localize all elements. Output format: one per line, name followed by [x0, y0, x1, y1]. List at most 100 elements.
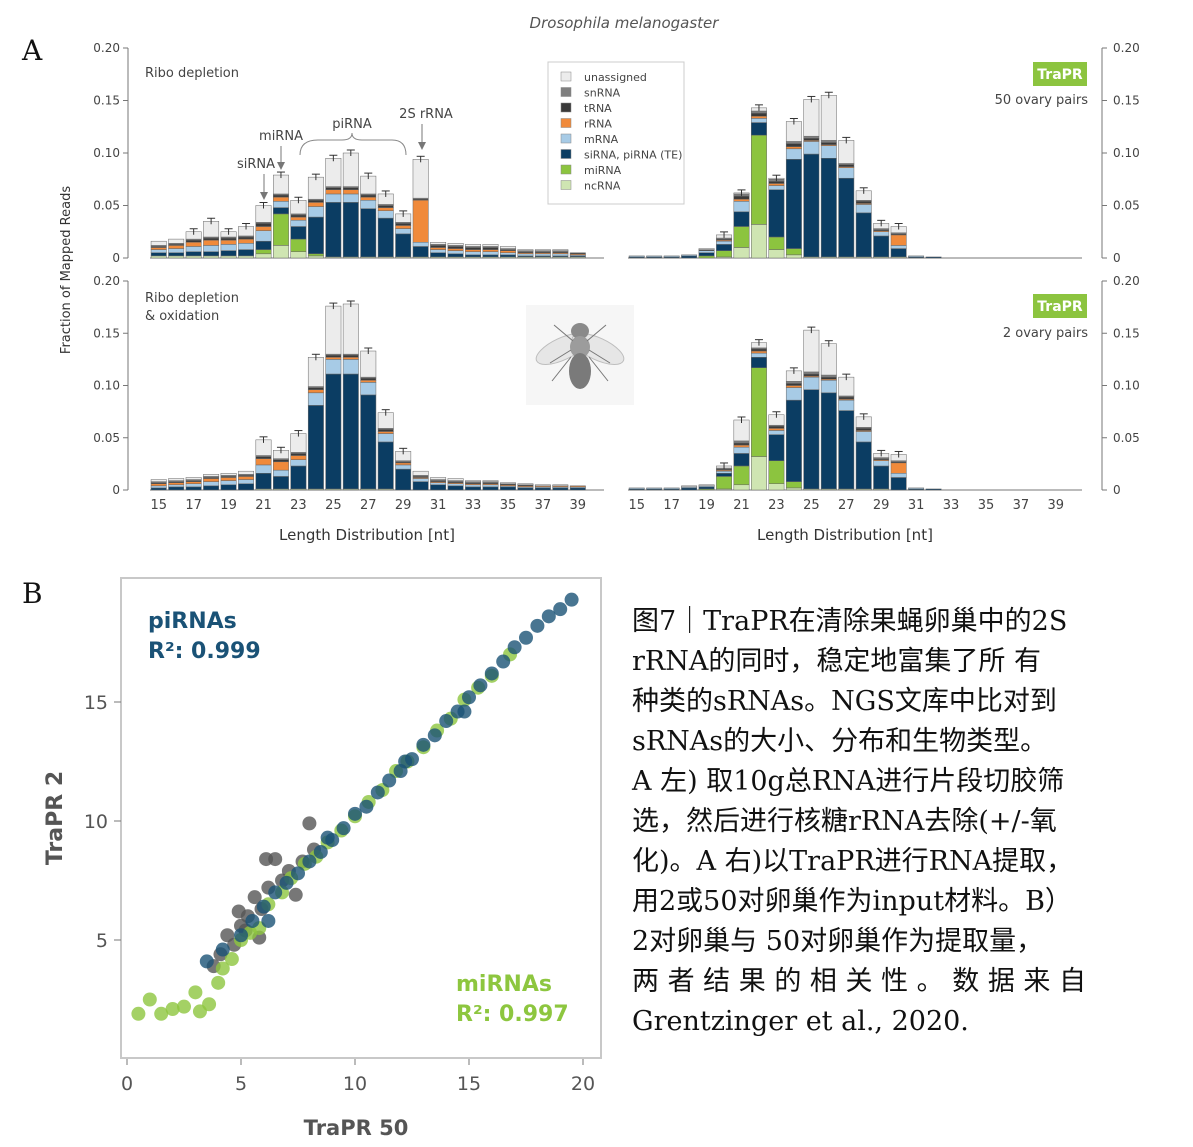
y-tick-label: 0 [112, 483, 120, 497]
panel-subtitle: 2 ovary pairs [1003, 326, 1088, 341]
bar-segment [273, 459, 289, 463]
bar-segment [855, 204, 872, 214]
scatter-plot: 0 5 10 15 20 5 10 15 TraPR 50 TraPR 2 piRNAs R²: 0.… [43, 577, 602, 1140]
bar-segment [220, 480, 237, 486]
trapr-badge-label: TraPR [1037, 67, 1083, 83]
bar-segment [185, 246, 202, 252]
bar-segment [430, 245, 447, 248]
bar-segment [716, 473, 732, 477]
bar-segment [203, 481, 220, 487]
bar-segment [733, 195, 750, 200]
scatter-point-other [247, 890, 262, 905]
x-tick-label: 10 [343, 1073, 367, 1095]
bar-segment [500, 486, 516, 491]
bar-segment [698, 248, 715, 250]
bar-segment [785, 381, 802, 384]
bar-segment [855, 431, 872, 443]
bar-segment [500, 482, 516, 484]
bar-segment [628, 487, 645, 490]
bar-segment [681, 485, 698, 488]
caption-line: 图7｜TraPR在清除果蝇卵巢中的2S [632, 606, 1068, 637]
bar-segment [290, 226, 307, 240]
bar-segment [342, 357, 359, 360]
bar-segment [342, 189, 359, 195]
y-tick-label: 0.20 [93, 41, 120, 55]
mirna-series-label: miRNAs [456, 972, 552, 997]
bar-segment [908, 487, 925, 490]
bar-segment [273, 196, 289, 202]
bar-segment [785, 487, 802, 491]
bar-segment [273, 245, 289, 259]
bar-segment [820, 343, 837, 376]
x-tick-label: 25 [803, 498, 820, 513]
bar-segment [465, 486, 481, 491]
fly-abdomen [569, 353, 591, 389]
bar-segment [785, 143, 802, 147]
bar-segment [820, 158, 837, 258]
panel-a-letter: A [22, 34, 43, 67]
y-tick-label: 0.15 [93, 326, 120, 340]
bar-segment [820, 145, 837, 159]
caption-line: rRNA的同时，稳定地富集了所 有 [632, 646, 1041, 677]
fly-leg [553, 324, 574, 342]
bar-segment [517, 483, 534, 486]
scatter-point-pirna [496, 654, 511, 669]
bar-segment [785, 254, 802, 259]
x-tick-label: 33 [465, 498, 482, 513]
bar-segment [890, 473, 907, 478]
bar-segment [733, 211, 750, 227]
bar-segment [430, 242, 447, 245]
bar-segment [325, 193, 342, 203]
bar-segment [482, 484, 499, 488]
y-tick-label: 0.15 [1113, 94, 1140, 108]
scatter-point-pirna [199, 954, 214, 969]
scatter-point-pirna [439, 714, 454, 729]
bar-segment [395, 468, 412, 491]
bar-segment [203, 251, 220, 257]
x-tick-label: 15 [628, 498, 645, 513]
bar-segment [716, 470, 732, 474]
x-tick-label: 21 [733, 498, 750, 513]
bar-segment [412, 478, 429, 482]
bar-segment [716, 240, 732, 245]
bar-segment [751, 110, 767, 114]
scatter-point-pirna [359, 799, 374, 814]
mirna-r2-label: R²: 0.997 [456, 1002, 569, 1027]
y-tick-label: 0.15 [1113, 326, 1140, 340]
bar-segment [203, 478, 220, 482]
scatter-point-other [288, 887, 303, 902]
bar-segment [768, 434, 785, 461]
y-tick-label: 0 [1113, 483, 1121, 497]
bar-segment [698, 250, 715, 253]
bar-segment [698, 486, 715, 490]
bar-segment [273, 461, 289, 471]
bar-segment [255, 458, 272, 466]
bar-segment [255, 456, 272, 459]
scatter-point-mirna [224, 952, 239, 967]
legend-swatch [560, 87, 572, 97]
bar-segment [908, 255, 925, 258]
bar-segment [255, 253, 272, 259]
bar-segment [838, 396, 855, 400]
scatter-point-pirna [473, 678, 488, 693]
y-tick-label: 0 [112, 251, 120, 265]
bar-segment [785, 148, 802, 160]
panel-title: Ribo depletion [145, 291, 239, 306]
bar-segment [325, 359, 342, 375]
bar-segment [785, 399, 802, 482]
bar-segment [238, 476, 254, 480]
x-tick-label: 17 [663, 498, 680, 513]
x-tick-label: 27 [360, 498, 377, 513]
fly-thorax [570, 336, 590, 358]
caption-line: sRNAs的大小、分布和生物类型。 [632, 726, 1048, 757]
scatter-point-pirna [427, 728, 442, 743]
bar-segment [646, 487, 663, 490]
bar-segment [255, 473, 272, 490]
bar-segment [290, 238, 307, 252]
scatter-point-pirna [256, 899, 271, 914]
bar-segment [342, 373, 359, 490]
bar-segment [855, 201, 872, 204]
bar-segment [465, 249, 481, 252]
x-tick-label: 5 [235, 1073, 247, 1095]
bar-segment [255, 226, 272, 231]
